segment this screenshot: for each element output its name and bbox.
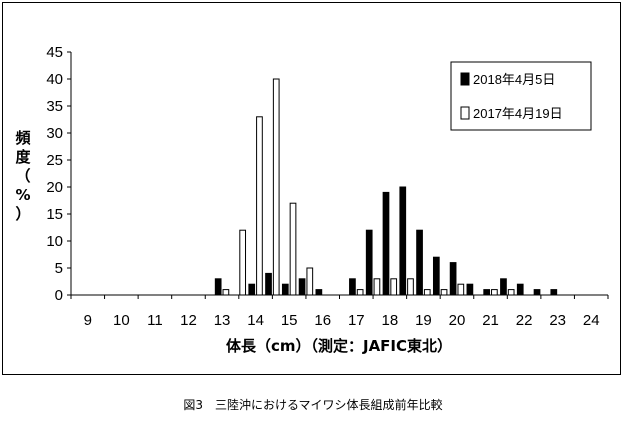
bar-series-2: [256, 116, 263, 296]
bar-series-2: [222, 289, 230, 296]
bar-series-2: [423, 289, 431, 296]
bar-series-1: [281, 283, 289, 296]
bar-series-2: [440, 289, 448, 296]
x-tick-label: 24: [583, 312, 600, 329]
bar-series-2: [289, 202, 297, 296]
bar-series-1: [214, 278, 222, 296]
bar-series-2: [356, 289, 364, 296]
y-axis-title: 頻度（%）: [15, 129, 31, 223]
bar-series-1: [516, 283, 524, 296]
legend-swatch: [460, 72, 470, 86]
y-tick-label: 30: [46, 125, 63, 142]
legend-label: 2018年4月5日: [473, 72, 555, 87]
y-tick-label: 5: [55, 260, 63, 277]
x-tick-label: 17: [348, 312, 365, 329]
bar-series-2: [457, 283, 465, 296]
x-tick-label: 15: [281, 312, 298, 329]
x-tick-label: 21: [482, 312, 499, 329]
x-tick-label: 13: [214, 312, 231, 329]
bar-series-1: [466, 283, 474, 296]
bar-series-1: [365, 229, 373, 296]
bar-series-1: [315, 289, 323, 296]
figure-caption: 図3 三陸沖におけるマイワシ体長組成前年比較: [183, 398, 443, 412]
x-tick-label: 18: [382, 312, 399, 329]
x-tick-label: 11: [147, 312, 163, 329]
x-axis-title: 体長（cm）（測定：JAFIC東北）: [226, 337, 452, 355]
bar-series-2: [373, 278, 381, 296]
bar-series-1: [349, 278, 356, 296]
x-tick-label: 9: [84, 312, 92, 329]
legend-swatch: [460, 106, 470, 120]
bar-series-2: [272, 78, 280, 296]
bar-series-1: [533, 289, 541, 296]
y-tick-label: 35: [46, 98, 63, 115]
x-tick-label: 10: [113, 312, 130, 329]
bar-series-2: [239, 229, 247, 296]
x-tick-label: 22: [516, 312, 533, 329]
bar-series-1: [500, 278, 507, 296]
bar-series-1: [265, 272, 272, 296]
bar-series-1: [416, 229, 423, 296]
bar-series-1: [550, 289, 558, 296]
chart: 0 5 10 15 20 25 30 35 40 45 9 10 11 12 13 14 15 16 17 18 19 2…: [15, 44, 609, 355]
x-tick-label: 20: [449, 312, 466, 329]
chart-frame: 0 5 10 15 20 25 30 35 40 45 9 10 11 12 13 14 15 16 17 18 19 2…: [2, 2, 621, 375]
bar-series-1: [449, 262, 457, 296]
x-tick-label: 19: [415, 312, 432, 329]
y-tick-label: 25: [46, 152, 63, 169]
x-tick-label: 16: [314, 312, 331, 329]
bar-series-1: [298, 278, 306, 296]
x-tick-label: 23: [549, 312, 566, 329]
y-tick-label: 45: [46, 44, 63, 61]
bar-series-2: [507, 289, 515, 296]
y-tick-label: 10: [46, 233, 63, 250]
bar-series-2: [491, 289, 498, 296]
bar-series-1: [399, 186, 407, 296]
legend-box: [450, 61, 592, 131]
y-tick-label: 0: [55, 287, 63, 304]
bar-series-1: [382, 191, 390, 296]
x-tick-label: 14: [247, 312, 264, 329]
y-tick-label: 20: [46, 179, 63, 196]
legend-label: 2017年4月19日: [473, 106, 563, 121]
bar-series-2: [306, 267, 314, 296]
bar-series-2: [407, 278, 414, 296]
x-tick-label: 12: [180, 312, 197, 329]
y-tick-label: 40: [46, 71, 63, 88]
bar-series-1: [483, 289, 491, 296]
y-tick-label: 15: [46, 206, 63, 223]
bar-series-1: [248, 283, 256, 296]
bar-series-2: [390, 278, 398, 296]
bar-series-1: [432, 256, 440, 296]
